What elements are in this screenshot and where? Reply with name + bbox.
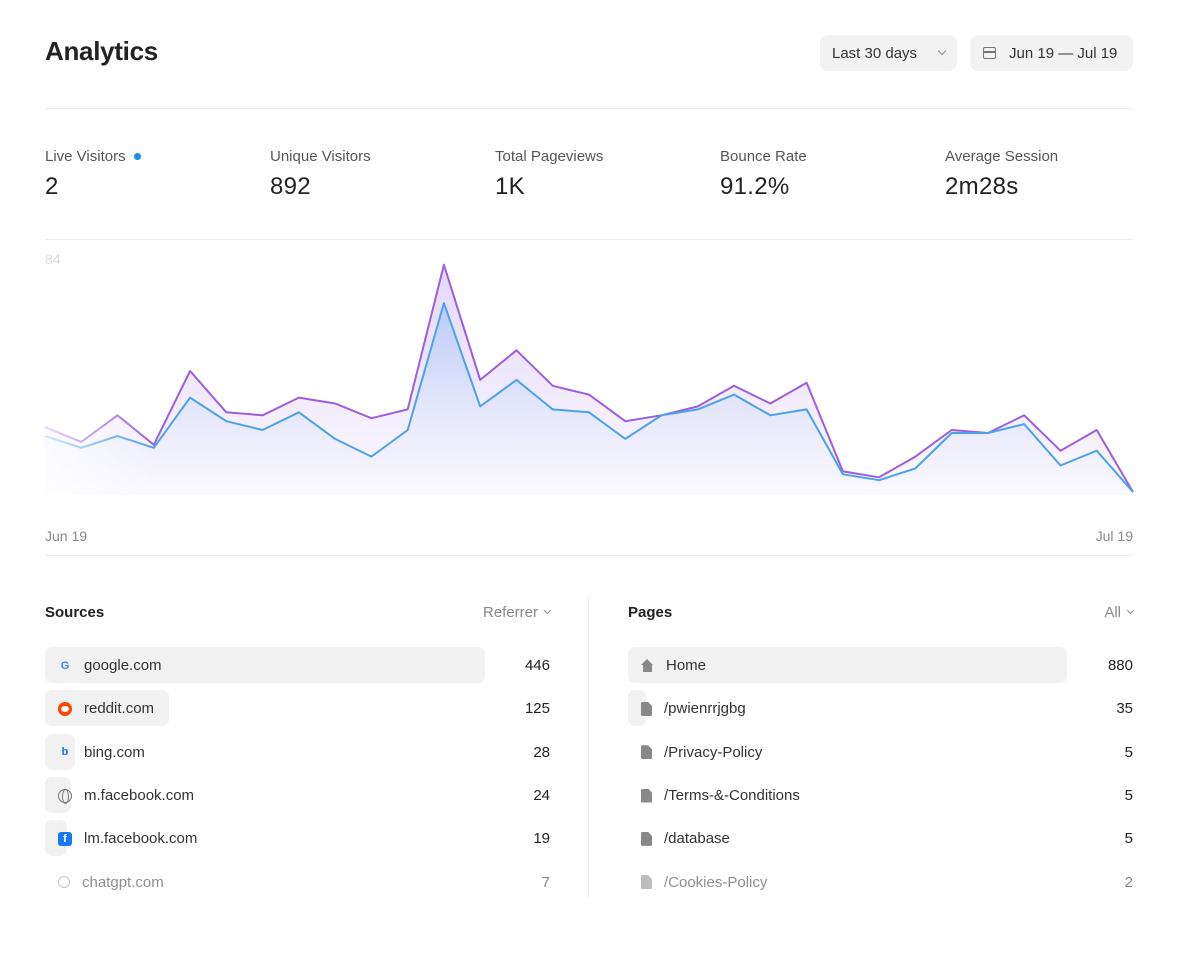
source-row[interactable]: m.facebook.com 24 — [45, 774, 550, 817]
chevron-down-icon — [937, 46, 947, 56]
page-name: /Cookies-Policy — [664, 873, 768, 891]
x-axis-start-label: Jun 19 — [45, 528, 88, 544]
source-name: lm.facebook.com — [84, 830, 198, 848]
chart-divider — [45, 555, 1133, 556]
bing-icon: b — [61, 746, 69, 759]
globe-icon — [58, 788, 72, 804]
page-name: Home — [666, 657, 707, 675]
chart-fade-overlay — [45, 245, 155, 500]
file-icon — [641, 831, 652, 846]
facebook-icon: f — [58, 831, 72, 846]
pages-filter[interactable]: All — [1104, 603, 1135, 621]
source-count: 7 — [541, 873, 550, 891]
source-name: m.facebook.com — [84, 787, 195, 805]
metric-label: Live Visitors — [45, 148, 126, 165]
pages-filter-label: All — [1104, 603, 1121, 621]
pages-title: Pages — [628, 603, 673, 621]
source-count: 28 — [533, 743, 550, 761]
page-count: 5 — [1124, 743, 1133, 761]
source-row[interactable]: f lm.facebook.com 19 — [45, 817, 550, 860]
source-count: 19 — [533, 830, 550, 848]
page-row[interactable]: /Cookies-Policy 2 — [628, 860, 1133, 903]
metrics-divider — [45, 239, 1133, 240]
metric-label: Average Session — [945, 148, 1059, 165]
header-divider — [45, 108, 1133, 109]
date-range-button[interactable]: Jun 19 — Jul 19 — [970, 35, 1133, 71]
file-icon — [641, 875, 652, 890]
page-name: /Privacy-Policy — [664, 743, 763, 761]
page-bar — [628, 647, 1067, 683]
metric-live-visitors[interactable]: Live Visitors 2 — [45, 148, 245, 201]
source-bar — [45, 733, 75, 770]
page-count: 35 — [1116, 700, 1133, 718]
page-title: Analytics — [45, 36, 158, 66]
file-icon — [641, 701, 652, 716]
series-area-visitors — [45, 303, 1133, 495]
pages-panel: Pages All Home 880 /pwienrrjgbg 35 /Priv… — [628, 600, 1135, 904]
panel-separator — [588, 596, 589, 898]
metric-value: 892 — [270, 173, 311, 200]
referrer-filter-label: Referrer — [482, 603, 538, 621]
page-row[interactable]: /pwienrrjgbg 35 — [628, 687, 1133, 730]
metric-average-session[interactable]: Average Session 2m28s — [945, 148, 1145, 201]
series-line-pageviews[interactable] — [44, 263, 1134, 493]
file-icon — [641, 745, 652, 760]
source-name: bing.com — [84, 743, 145, 761]
page-row[interactable]: Home 880 — [628, 644, 1133, 687]
page-count: 5 — [1124, 830, 1133, 848]
page-count: 880 — [1107, 657, 1133, 675]
source-bar — [45, 820, 67, 857]
page-count: 5 — [1124, 787, 1133, 805]
source-name: google.com — [84, 657, 162, 675]
source-name: chatgpt.com — [82, 873, 164, 891]
metric-value: 2 — [45, 173, 59, 200]
date-range-label: Jun 19 — Jul 19 — [1009, 44, 1118, 62]
file-icon — [641, 788, 652, 803]
source-bar — [45, 647, 485, 683]
analytics-page: Analytics Last 30 days Jun 19 — Jul 19 L… — [44, 0, 1135, 957]
page-row[interactable]: /Terms-&-Conditions 5 — [628, 774, 1133, 817]
metric-value: 1K — [495, 173, 525, 200]
live-dot-icon — [133, 153, 141, 160]
metric-value: 91.2% — [720, 173, 790, 200]
metric-unique-visitors[interactable]: Unique Visitors 892 — [270, 148, 470, 201]
chevron-down-icon — [543, 606, 552, 614]
chatgpt-icon — [58, 876, 70, 889]
sources-title: Sources — [45, 603, 105, 621]
source-count: 24 — [533, 787, 550, 805]
page-bar — [628, 690, 646, 727]
metric-label: Unique Visitors — [270, 148, 371, 165]
metric-label: Bounce Rate — [720, 148, 807, 165]
source-row[interactable]: reddit.com 125 — [45, 687, 550, 730]
source-row[interactable]: b bing.com 28 — [45, 731, 550, 774]
chevron-down-icon — [1126, 606, 1135, 614]
series-line-visitors[interactable] — [44, 302, 1134, 493]
x-axis-end-label: Jul 19 — [1095, 528, 1133, 544]
chart-svg — [44, 245, 1134, 500]
page-count: 2 — [1124, 873, 1133, 891]
metric-value: 2m28s — [945, 173, 1019, 200]
page-name: /database — [664, 830, 730, 848]
metric-bounce-rate[interactable]: Bounce Rate 91.2% — [720, 148, 920, 201]
home-icon — [641, 659, 654, 673]
period-select[interactable]: Last 30 days — [820, 35, 957, 71]
source-row[interactable]: chatgpt.com 7 — [45, 860, 550, 903]
page-row[interactable]: /database 5 — [628, 817, 1133, 860]
calendar-icon — [983, 47, 996, 59]
reddit-icon — [58, 701, 72, 716]
period-select-label: Last 30 days — [832, 44, 918, 62]
page-name: /Terms-&-Conditions — [664, 787, 800, 805]
metric-label: Total Pageviews — [495, 148, 604, 165]
source-count: 446 — [524, 657, 550, 675]
referrer-filter[interactable]: Referrer — [482, 603, 552, 621]
source-count: 125 — [524, 700, 550, 718]
page-name: /pwienrrjgbg — [664, 700, 746, 718]
page-row[interactable]: /Privacy-Policy 5 — [628, 731, 1133, 774]
metric-total-pageviews[interactable]: Total Pageviews 1K — [495, 148, 695, 201]
traffic-chart[interactable]: 84 Jun 19 Jul 19 — [44, 245, 1134, 555]
google-icon: G — [60, 659, 70, 672]
source-name: reddit.com — [84, 700, 155, 718]
